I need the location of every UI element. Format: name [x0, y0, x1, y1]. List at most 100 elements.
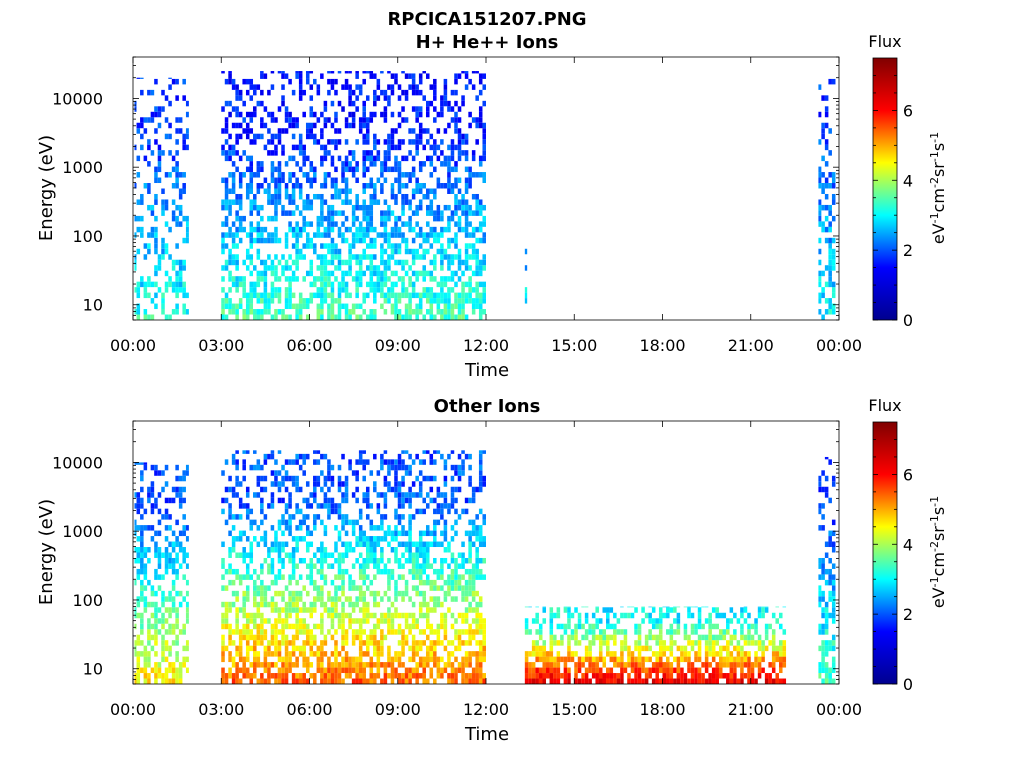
heatmap-cell	[644, 673, 649, 679]
heatmap-cell	[761, 645, 765, 652]
heatmap-cell	[757, 640, 762, 646]
heatmap-cell	[267, 640, 271, 646]
heatmap-cell	[394, 673, 398, 679]
heatmap-cell	[425, 100, 430, 107]
heatmap-cell	[478, 486, 483, 493]
heatmap-cell	[288, 265, 292, 271]
heatmap-cell	[401, 459, 405, 465]
heatmap-cell	[164, 514, 169, 520]
heatmap-cell	[454, 204, 458, 211]
heatmap-cell	[348, 100, 352, 107]
heatmap-cell	[175, 259, 179, 266]
heatmap-cell	[380, 464, 384, 471]
heatmap-cell	[824, 651, 829, 657]
heatmap-cell	[828, 579, 832, 586]
heatmap-cell	[669, 623, 674, 630]
heatmap-cell	[284, 265, 289, 271]
heatmap-cell	[429, 226, 434, 233]
heatmap-cell	[828, 281, 832, 288]
heatmap-cell	[182, 629, 186, 635]
heatmap-cell	[291, 226, 296, 233]
heatmap-cell	[429, 585, 434, 591]
heatmap-cell	[655, 673, 659, 679]
heatmap-cell	[771, 678, 776, 684]
heatmap-cell	[256, 678, 261, 684]
heatmap-cell	[323, 243, 328, 249]
heatmap-cell	[429, 475, 434, 482]
heatmap-cell	[298, 536, 303, 542]
heatmap-cell	[305, 640, 310, 646]
heatmap-cell	[305, 237, 310, 244]
heatmap-cell	[313, 673, 317, 679]
heatmap-cell	[457, 453, 462, 460]
heatmap-cell	[542, 606, 547, 608]
heatmap-cell	[821, 623, 825, 630]
heatmap-cell	[221, 656, 225, 663]
heatmap-cell	[344, 281, 349, 288]
heatmap-cell	[171, 579, 176, 586]
heatmap-cell	[178, 259, 183, 266]
heatmap-cell	[482, 259, 486, 266]
heatmap-cell	[404, 89, 409, 96]
heatmap-cell	[178, 188, 183, 194]
heatmap-cell	[718, 612, 723, 619]
heatmap-cell	[295, 243, 299, 249]
heatmap-cell	[821, 678, 825, 684]
heatmap-cell	[422, 276, 426, 282]
heatmap-cell	[482, 678, 486, 684]
heatmap-cell	[711, 651, 716, 657]
heatmap-cell	[387, 612, 391, 619]
heatmap-cell	[221, 640, 225, 646]
heatmap-cell	[775, 618, 779, 624]
heatmap-cell	[288, 117, 292, 123]
heatmap-cell	[831, 596, 836, 602]
heatmap-cell	[482, 84, 486, 90]
heatmap-cell	[302, 514, 306, 520]
heatmap-cell	[468, 453, 472, 460]
heatmap-cell	[574, 607, 578, 613]
heatmap-cell	[245, 623, 250, 630]
heatmap-cell	[757, 607, 762, 613]
heatmap-cell	[401, 281, 405, 288]
heatmap-cell	[390, 629, 395, 635]
heatmap-cell	[397, 95, 402, 101]
heatmap-cell	[362, 232, 366, 238]
heatmap-cell	[140, 536, 144, 542]
heatmap-cell	[461, 193, 465, 200]
heatmap-cell	[415, 673, 419, 679]
heatmap-cell	[221, 221, 225, 227]
heatmap-cell	[291, 188, 296, 194]
heatmap-cell	[348, 248, 352, 255]
heatmap-cell	[341, 645, 345, 652]
heatmap-cell	[327, 292, 331, 299]
heatmap-cell	[313, 678, 317, 684]
heatmap-cell	[669, 607, 674, 613]
heatmap-cell	[365, 150, 370, 156]
heatmap-cell	[147, 497, 151, 504]
heatmap-cell	[443, 226, 448, 233]
heatmap-cell	[821, 525, 825, 531]
heatmap-cell	[362, 530, 366, 537]
heatmap-cell	[383, 497, 388, 504]
heatmap-cell	[323, 106, 328, 112]
heatmap-cell	[362, 210, 366, 216]
heatmap-cell	[245, 128, 250, 134]
heatmap-cell	[277, 607, 282, 613]
heatmap-cell	[411, 557, 416, 564]
heatmap-cell	[401, 314, 405, 320]
heatmap-cell	[245, 486, 250, 493]
heatmap-cell	[831, 579, 836, 586]
heatmap-cell	[443, 89, 448, 96]
heatmap-cell	[380, 161, 384, 167]
heatmap-cell	[143, 243, 148, 249]
heatmap-cell	[320, 519, 324, 526]
heatmap-cell	[454, 634, 458, 641]
heatmap-cell	[464, 640, 469, 646]
heatmap-cell	[433, 536, 437, 542]
heatmap-cell	[281, 144, 285, 151]
heatmap-cell	[475, 557, 479, 564]
heatmap-cell	[284, 678, 289, 684]
heatmap-cell	[743, 634, 748, 641]
heatmap-cell	[281, 95, 285, 101]
heatmap-cell	[818, 629, 822, 635]
